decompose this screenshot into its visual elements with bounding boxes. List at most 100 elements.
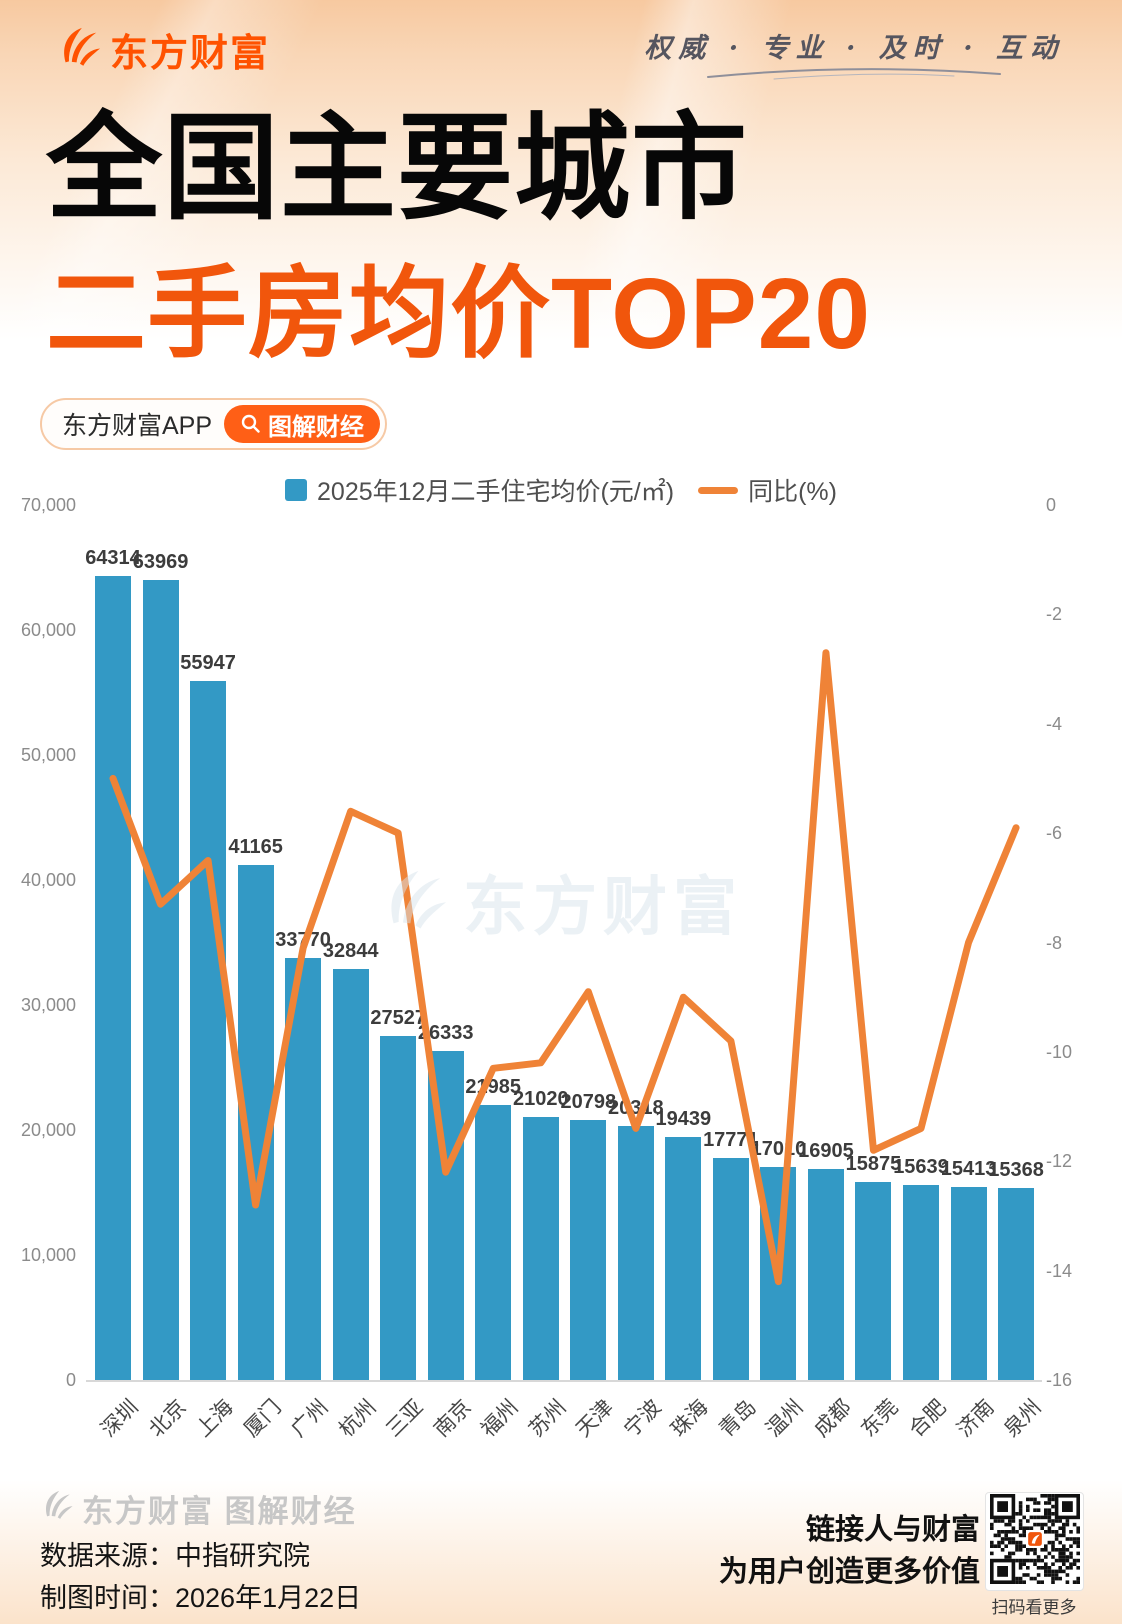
bar-value-label: 63969 [132,551,189,574]
x-axis-category: 杭州 [334,1395,381,1442]
bar-value-label: 21020 [512,1088,569,1111]
bar-北京 [142,580,179,1380]
bar-value-label: 64314 [85,547,141,570]
bar-三亚 [380,1035,417,1380]
left-axis-tick: 20,000 [20,1120,76,1140]
x-axis-category: 成都 [809,1395,856,1442]
bar-value-label: 33770 [275,928,331,951]
brand-leaf-icon [56,24,102,75]
bar-杭州 [332,969,369,1380]
right-axis-tick: -6 [1046,823,1063,844]
right-axis-tick: -8 [1046,932,1063,953]
right-axis-tick: -16 [1046,1370,1073,1390]
legend-bar-label: 2025年12月二手住宅均价(元/㎡) [317,478,675,506]
brand-logo-text: 东方财富 [110,33,271,75]
bar-厦门 [237,865,274,1380]
bar-value-label: 32844 [322,940,379,963]
footer-gray-logo: 东方财富 图解财经 [40,1486,357,1531]
brand-logo: 东方财富 [56,22,270,77]
bar-东莞 [855,1181,892,1380]
x-axis-category: 合肥 [904,1395,951,1442]
right-axis-tick: 0 [1046,495,1057,515]
bar-成都 [807,1168,844,1380]
qr-caption: 扫码看更多 [991,1598,1077,1617]
watermark-text: 东方财富 [463,871,743,943]
x-axis-category: 天津 [572,1395,619,1442]
bar-value-label: 15875 [845,1152,902,1175]
right-axis-tick: -10 [1046,1041,1073,1062]
x-axis-category: 温州 [762,1395,809,1442]
bar-上海 [190,680,227,1380]
bar-value-label: 21985 [465,1076,522,1099]
bar-天津 [570,1120,607,1380]
bar-合肥 [903,1184,939,1380]
left-axis-tick: 50,000 [20,745,76,765]
bar-广州 [285,957,322,1380]
x-axis-category: 东莞 [857,1395,904,1442]
bar-value-label: 19439 [655,1108,712,1130]
bar-福州 [475,1105,512,1380]
app-badge-pill-label: 图解财经 [268,413,365,441]
header-slogan-wrap: 权威 · 专业 · 及时 · 互动 [644,26,1064,81]
x-axis-category: 苏州 [524,1395,571,1442]
x-axis-category: 厦门 [239,1395,286,1442]
x-axis-category: 北京 [144,1395,191,1442]
x-axis-category: 宁波 [619,1395,666,1442]
bar-宁波 [617,1126,654,1380]
x-axis-category: 深圳 [96,1395,143,1442]
chart-watermark: 东方财富 [0,856,1122,948]
legend-line-label: 同比(%) [748,478,837,506]
bar-value-label: 16905 [798,1139,854,1162]
bar-value-label: 55947 [180,651,236,674]
bar-济南 [950,1187,987,1380]
x-axis-category: 珠海 [667,1395,714,1442]
footer-slogan-line1: 链接人与财富 [805,1514,980,1546]
x-axis-line [86,1380,1042,1382]
app-badge-label: 东方财富APP [62,412,213,440]
bar-value-label: 41165 [228,836,283,859]
slogan-underline-swoosh [707,68,1002,80]
x-axis-category: 青岛 [714,1395,761,1442]
x-axis-category: 南京 [429,1395,476,1442]
chart-legend: 2025年12月二手住宅均价(元/㎡) 同比(%) [0,472,1122,508]
bar-value-label: 20798 [560,1091,617,1114]
left-axis-tick: 60,000 [20,620,76,640]
right-axis-tick: -12 [1046,1151,1073,1172]
bar-青岛 [712,1157,749,1380]
chart-date-text: 制图时间：2026年1月22日 [40,1583,362,1613]
bar-深圳 [95,576,131,1380]
bar-温州 [760,1167,797,1380]
bar-泉州 [998,1187,1035,1380]
search-icon [241,414,260,433]
header-slogan: 权威 · 专业 · 及时 · 互动 [644,33,1064,64]
bar-苏州 [522,1117,559,1380]
left-axis-tick: 40,000 [20,870,76,890]
x-axis-category: 福州 [477,1395,524,1442]
bar-value-label: 15413 [940,1158,997,1181]
legend-line-swatch [698,486,739,494]
bar-value-label: 26333 [417,1021,474,1044]
footer-leaf-icon [40,1488,74,1530]
bar-value-label: 15368 [988,1158,1044,1181]
x-axis-category: 济南 [952,1395,999,1442]
bar-value-label: 17010 [750,1138,807,1161]
footer-slogan-line2: 为用户创造更多价值 [718,1556,980,1588]
left-axis-tick: 30,000 [20,995,76,1015]
left-axis-tick: 70,000 [20,495,76,515]
bar-value-label: 27527 [370,1006,426,1029]
data-source-text: 数据来源：中指研究院 [40,1541,310,1571]
footer-gray-logo-text: 东方财富 图解财经 [82,1494,357,1529]
bar-value-label: 20318 [608,1097,664,1120]
page-title-line2: 二手房均价TOP20 [46,258,871,370]
bar-珠海 [665,1137,702,1380]
app-badge-pill[interactable]: 图解财经 [224,405,381,443]
page-title-line1: 全国主要城市 [46,103,748,233]
app-badge[interactable]: 东方财富APP 图解财经 [40,398,388,450]
qr-code [985,1492,1084,1591]
x-axis-category: 泉州 [999,1395,1046,1442]
x-axis-category: 上海 [191,1395,238,1442]
left-axis-tick: 10,000 [20,1245,76,1265]
